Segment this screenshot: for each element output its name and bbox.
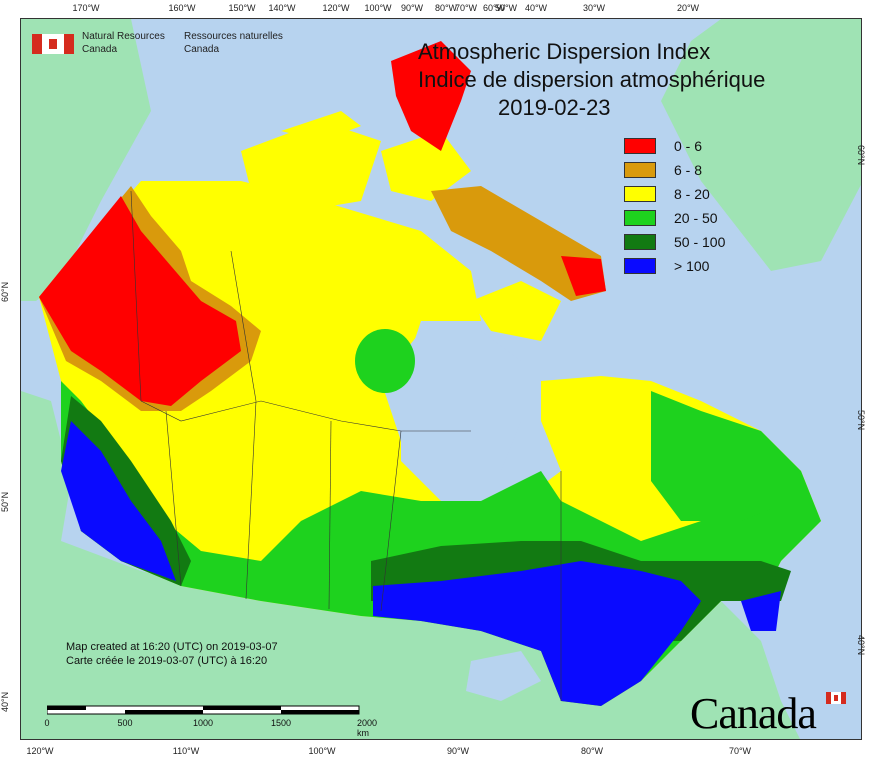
top-tick: 90°W bbox=[400, 3, 424, 13]
legend-swatch bbox=[624, 138, 656, 154]
top-tick: 100°W bbox=[364, 3, 392, 13]
greenland-land bbox=[661, 19, 861, 271]
credit-en: Map created at 16:20 (UTC) on 2019-03-07 bbox=[66, 641, 278, 653]
nova-scotia-blue bbox=[741, 591, 781, 631]
legend-swatch bbox=[624, 162, 656, 178]
org-en-line1: Natural Resources bbox=[82, 31, 165, 42]
great-lakes bbox=[466, 651, 541, 701]
wordmark-flag-icon bbox=[826, 692, 846, 704]
org-fr-line2: Canada bbox=[184, 44, 220, 55]
top-tick: 60°W bbox=[482, 3, 506, 13]
scale-label: 2000 km bbox=[356, 718, 378, 738]
legend-label: 0 - 6 bbox=[674, 138, 703, 154]
left-tick: 50°N bbox=[0, 491, 10, 512]
top-tick: 20°W bbox=[676, 3, 700, 13]
map-frame bbox=[20, 18, 862, 740]
scale-bar: 0 500 1000 1500 2000 km bbox=[44, 704, 377, 738]
legend-label: 50 - 100 bbox=[674, 234, 726, 250]
org-en-line2: Canada bbox=[82, 44, 118, 55]
legend-swatch bbox=[624, 258, 656, 274]
arctic-island-1 bbox=[241, 121, 381, 211]
region-over-100 bbox=[373, 561, 701, 706]
legend-swatch bbox=[624, 234, 656, 250]
right-tick: 50°N bbox=[856, 410, 866, 431]
labrador-green bbox=[651, 391, 801, 521]
title-fr: Indice de dispersion atmosphérique bbox=[418, 67, 766, 92]
legend-item: 20 - 50 bbox=[624, 206, 725, 230]
arctic-island-3 bbox=[281, 111, 361, 141]
legend-item: 0 - 6 bbox=[624, 134, 725, 158]
hudson-bay bbox=[381, 331, 521, 481]
baffin-south bbox=[471, 281, 561, 341]
top-tick: 170°W bbox=[72, 3, 100, 13]
pacific-coast-land bbox=[21, 391, 71, 541]
top-tick: 150°W bbox=[228, 3, 256, 13]
legend: 0 - 6 6 - 8 8 - 20 20 - 50 50 - 100 > 10… bbox=[624, 134, 725, 278]
legend-label: 8 - 20 bbox=[674, 186, 710, 202]
title-date: 2019-02-23 bbox=[498, 95, 611, 120]
top-tick: 40°W bbox=[524, 3, 548, 13]
ellesmere-red bbox=[391, 41, 471, 151]
bottom-tick: 120°W bbox=[26, 746, 54, 756]
top-tick: 80°W bbox=[434, 3, 458, 13]
legend-swatch bbox=[624, 210, 656, 226]
legend-item: 50 - 100 bbox=[624, 230, 725, 254]
left-tick: 60°N bbox=[0, 281, 10, 302]
scale-bar-graphic bbox=[46, 705, 360, 715]
legend-label: 6 - 8 bbox=[674, 162, 703, 178]
title-en: Atmospheric Dispersion Index bbox=[418, 39, 711, 64]
legend-item: > 100 bbox=[624, 254, 725, 278]
canada-wordmark: Canada bbox=[690, 689, 817, 738]
top-tick: 70°W bbox=[454, 3, 478, 13]
bc-blue bbox=[61, 421, 176, 581]
map-credits: Map created at 16:20 (UTC) on 2019-03-07… bbox=[66, 640, 278, 668]
legend-label: 20 - 50 bbox=[674, 210, 718, 226]
legend-label: > 100 bbox=[674, 258, 710, 274]
bottom-tick: 80°W bbox=[580, 746, 604, 756]
org-name-en: Natural Resources Canada bbox=[82, 30, 165, 56]
bottom-tick: 90°W bbox=[446, 746, 470, 756]
bottom-tick: 110°W bbox=[172, 746, 200, 756]
org-fr-line1: Ressources naturelles bbox=[184, 31, 283, 42]
nrcan-flag-icon bbox=[32, 34, 74, 54]
legend-item: 6 - 8 bbox=[624, 158, 725, 182]
bottom-tick: 70°W bbox=[728, 746, 752, 756]
top-tick: 50°W bbox=[494, 3, 518, 13]
top-tick: 160°W bbox=[168, 3, 196, 13]
right-tick: 60°N bbox=[856, 145, 866, 166]
map-title: Atmospheric Dispersion Index Indice de d… bbox=[418, 38, 765, 122]
top-tick: 120°W bbox=[322, 3, 350, 13]
baffin-red-tip bbox=[561, 256, 606, 296]
alaska-land bbox=[21, 19, 151, 301]
map-canvas bbox=[21, 19, 861, 739]
right-tick: 40°N bbox=[856, 635, 866, 656]
baffin-orange bbox=[431, 186, 606, 301]
org-name-fr: Ressources naturelles Canada bbox=[184, 30, 283, 56]
green-patch-nunavut bbox=[355, 329, 415, 393]
arctic-island-2 bbox=[381, 131, 471, 201]
scale-label: 0 bbox=[44, 718, 50, 728]
yukon-red bbox=[39, 196, 241, 406]
scale-label: 1500 bbox=[270, 718, 292, 728]
credit-fr: Carte créée le 2019-03-07 (UTC) à 16:20 bbox=[66, 655, 268, 667]
legend-item: 8 - 20 bbox=[624, 182, 725, 206]
top-tick: 140°W bbox=[268, 3, 296, 13]
province-boundaries bbox=[130, 190, 562, 701]
left-tick: 40°N bbox=[0, 691, 10, 712]
scale-label: 500 bbox=[117, 718, 133, 728]
legend-swatch bbox=[624, 186, 656, 202]
top-tick: 30°W bbox=[582, 3, 606, 13]
bottom-tick: 100°W bbox=[308, 746, 336, 756]
scale-label: 1000 bbox=[192, 718, 214, 728]
